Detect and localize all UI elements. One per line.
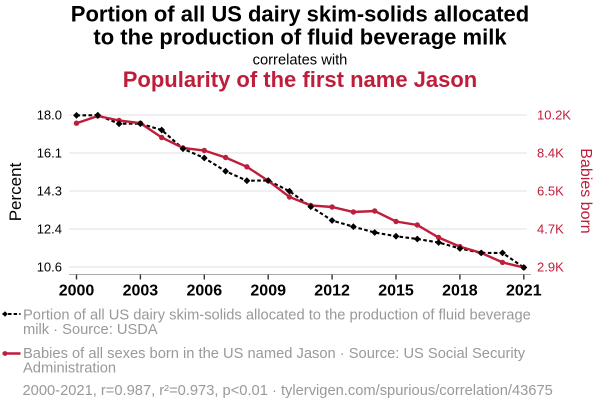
svg-text:4.7K: 4.7K bbox=[537, 222, 564, 237]
svg-text:Portion of all US dairy skim-s: Portion of all US dairy skim-solids allo… bbox=[23, 308, 531, 324]
svg-text:18.0: 18.0 bbox=[37, 108, 62, 123]
svg-text:2021: 2021 bbox=[506, 283, 542, 300]
svg-text:2000: 2000 bbox=[59, 283, 95, 300]
svg-text:Administration: Administration bbox=[23, 361, 116, 377]
svg-text:2006: 2006 bbox=[187, 283, 223, 300]
svg-text:Babies born: Babies born bbox=[577, 148, 594, 233]
svg-text:2000-2021, r=0.987, r²=0.973,: 2000-2021, r=0.987, r²=0.973, p<0.01 · t… bbox=[23, 383, 553, 399]
svg-text:Popularity of the first name J: Popularity of the first name Jason bbox=[123, 67, 478, 92]
svg-text:milk · Source: USDA: milk · Source: USDA bbox=[23, 322, 158, 338]
svg-text:2015: 2015 bbox=[378, 283, 414, 300]
svg-text:correlates with: correlates with bbox=[253, 53, 348, 69]
svg-text:to the production of fluid bev: to the production of fluid beverage milk bbox=[93, 25, 507, 50]
svg-text:Portion of all US dairy skim-s: Portion of all US dairy skim-solids allo… bbox=[71, 2, 529, 27]
svg-text:14.3: 14.3 bbox=[37, 184, 62, 199]
svg-text:12.4: 12.4 bbox=[37, 222, 62, 237]
svg-text:6.5K: 6.5K bbox=[537, 184, 564, 199]
svg-text:2018: 2018 bbox=[442, 283, 478, 300]
svg-text:2009: 2009 bbox=[250, 283, 286, 300]
svg-text:10.6: 10.6 bbox=[37, 260, 62, 275]
svg-text:10.2K: 10.2K bbox=[537, 108, 571, 123]
svg-text:2003: 2003 bbox=[123, 283, 159, 300]
svg-text:16.1: 16.1 bbox=[37, 146, 62, 161]
svg-text:2.9K: 2.9K bbox=[537, 260, 564, 275]
svg-text:2012: 2012 bbox=[314, 283, 350, 300]
svg-text:Babies of all sexes born in th: Babies of all sexes born in the US named… bbox=[23, 346, 526, 362]
svg-text:Percent: Percent bbox=[6, 162, 25, 221]
svg-text:8.4K: 8.4K bbox=[537, 146, 564, 161]
